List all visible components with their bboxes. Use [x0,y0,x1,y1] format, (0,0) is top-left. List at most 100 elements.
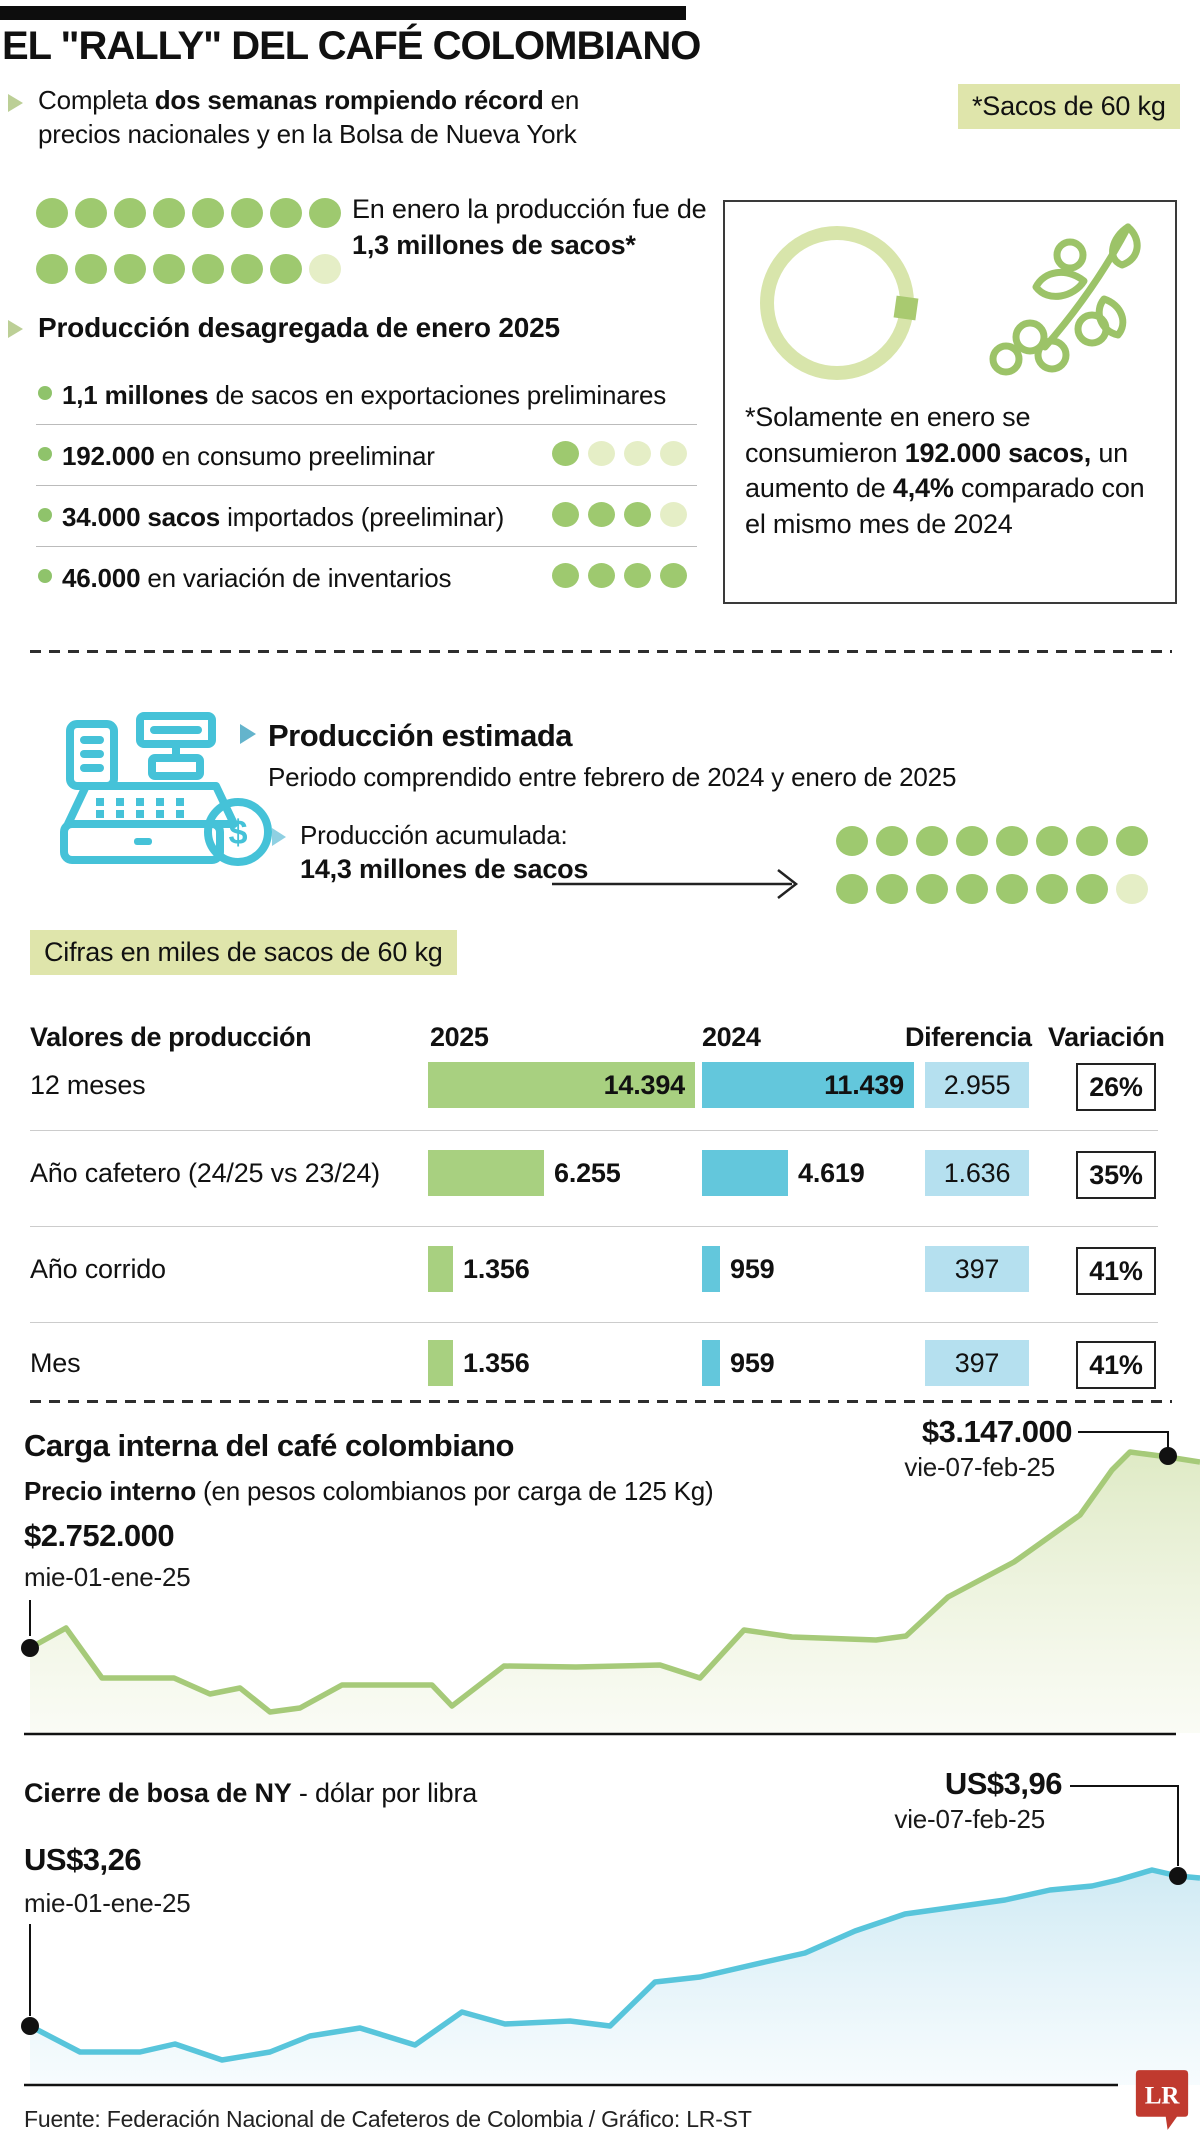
ny-title: Cierre de bosa de NY - dólar por libra [24,1778,478,1808]
sack-dot-icon [309,198,341,228]
sack-dot-icon [552,563,579,588]
data-point-marker [21,2017,39,2035]
bar-value: 1.356 [463,1348,530,1378]
data-point-marker [21,1639,39,1657]
bullet-triangle-icon [272,828,286,846]
bar-value: 11.439 [824,1070,904,1100]
bullet-dot-icon [38,386,52,400]
carga-start-date: mie-01-ene-25 [24,1562,191,1592]
diferencia-value: 2.955 [925,1062,1029,1108]
sack-dot-icon [552,502,579,527]
sack-dot-icon [270,198,302,228]
sack-dot-icon [1076,826,1108,856]
sack-dot-icon [1036,826,1068,856]
table-unit-note: Cifras en miles de sacos de 60 kg [30,930,457,975]
bar-2024: 4.619 [702,1150,865,1196]
sack-dot-icon [192,198,224,228]
january-production-dots [36,198,341,284]
ratio-dots [552,441,687,466]
svg-text:$: $ [229,814,248,852]
sack-dot-icon [309,254,341,284]
bullet-triangle-icon [240,724,256,744]
sack-dot-icon [192,254,224,284]
row-label: Mes [30,1348,81,1378]
col-header-diferencia: Diferencia [905,1022,1032,1052]
sack-dot-icon [956,826,988,856]
bar-value: 14.394 [603,1070,686,1100]
sack-dot-icon [588,441,615,466]
row-label: 12 meses [30,1070,146,1100]
bullet-dot-icon [38,569,52,583]
sack-dot-icon [36,198,68,228]
sack-dot-icon [588,563,615,588]
carga-end-value: $3.147.000 [921,1414,1073,1449]
diferencia-value: 1.636 [925,1150,1029,1196]
label-connectors [29,1431,1179,2016]
sack-dot-icon [231,254,263,284]
sack-dot-icon [836,874,868,904]
estimada-subtitle: Periodo comprendido entre febrero de 202… [268,762,957,792]
bar-2025: 14.394 [428,1062,695,1108]
table-row: Año cafetero (24/25 vs 23/24) 6.255 4.619 1… [0,1150,1200,1199]
list-item: 1,1 millones de sacos en exportaciones p… [36,380,698,411]
list-item-text: 46.000 en variación de inventarios [62,563,452,593]
sack-dot-icon [996,826,1028,856]
table-row: 12 meses 14.394 11.439 2.955 26% [0,1062,1200,1111]
bar-2024: 959 [702,1246,775,1292]
sack-dot-icon [1036,874,1068,904]
ny-end-value: US$3,96 [944,1766,1063,1801]
ratio-dots [552,563,687,588]
bar-2025: 6.255 [428,1150,621,1196]
sack-dot-icon [552,441,579,466]
diferencia-value: 397 [925,1246,1029,1292]
bar-value: 4.619 [798,1158,865,1188]
col-header-2025: 2025 [430,1022,489,1052]
sack-dot-icon [660,502,687,527]
sack-dot-icon [876,874,908,904]
variacion-value: 26% [1076,1063,1156,1111]
ny-area-chart [21,1867,1200,2085]
table-divider [30,1226,1158,1227]
sack-dot-icon [153,254,185,284]
january-production-caption: En enero la producción fue de 1,3 millon… [352,194,707,260]
table-divider [30,1322,1158,1323]
bullet-dot-icon [38,447,52,461]
sack-dot-icon [114,254,146,284]
table-row: Año corrido 1.356 959 397 41% [0,1246,1200,1295]
estimada-heading: Producción estimada [268,718,573,753]
list-divider [36,485,697,486]
table-row: Mes 1.356 959 397 41% [0,1340,1200,1389]
sack-dot-icon [660,441,687,466]
row-label: Año corrido [30,1254,166,1284]
list-item-text: 1,1 millones de sacos en exportaciones p… [62,380,667,410]
bar-2025: 1.356 [428,1340,530,1386]
list-item-text: 192.000 en consumo preeliminar [62,441,435,471]
coffee-branch-icon [989,223,1141,376]
unit-note: *Sacos de 60 kg [958,84,1180,129]
sack-dot-icon [1116,826,1148,856]
list-divider [36,546,697,547]
bar-value: 6.255 [554,1158,621,1188]
bar-value: 959 [730,1254,775,1284]
section-divider [30,650,1172,653]
table-divider [30,1130,1158,1131]
row-label: Año cafetero (24/25 vs 23/24) [30,1158,380,1188]
list-divider [36,424,697,425]
ny-end-date: vie-07-feb-25 [894,1804,1045,1834]
top-accent-bar [0,6,686,20]
table-unit-note-label: Cifras en miles de sacos de 60 kg [30,930,457,975]
sack-dot-icon [270,254,302,284]
list-item: 192.000 en consumo preeliminar [36,441,698,472]
acumulada-label: Producción acumulada: [300,820,568,850]
col-header-2024: 2024 [702,1022,761,1052]
sack-dot-icon [956,874,988,904]
lr-logo: LR [1135,2070,1189,2130]
source-credit: Fuente: Federación Nacional de Cafeteros… [24,2106,752,2132]
bar-value: 959 [730,1348,775,1378]
list-item: 46.000 en variación de inventarios [36,563,698,594]
sack-dot-icon [588,502,615,527]
sack-dot-icon [624,563,651,588]
data-point-marker [1169,1867,1187,1885]
carga-title: Carga interna del café colombiano [24,1428,514,1463]
carga-subtitle: Precio interno (en pesos colombianos por… [24,1476,714,1506]
